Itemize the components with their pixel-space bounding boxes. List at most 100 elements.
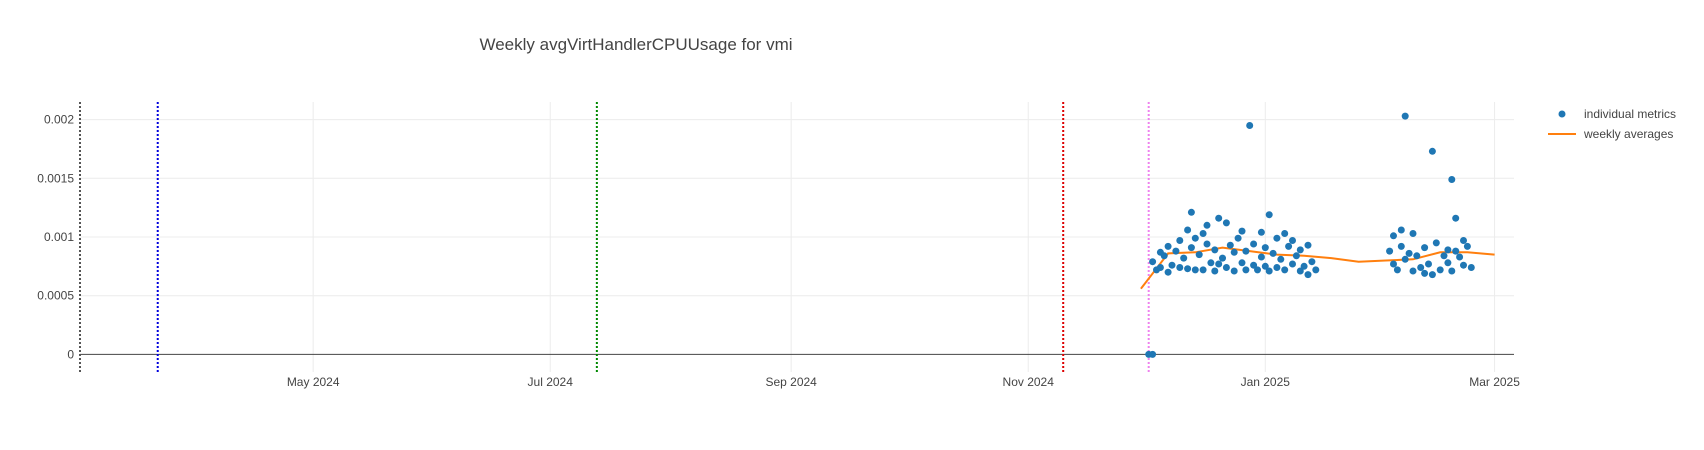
x-axis-ticks: May 2024 Jul 2024 Sep 2024 Nov 2024 Jan 2025… [287, 375, 1520, 389]
metric-point [1417, 264, 1425, 271]
legend-label-individual-metrics: individual metrics [1584, 107, 1676, 121]
metric-point [1226, 241, 1234, 249]
chart-title: Weekly avgVirtHandlerCPUUsage for vmi [479, 35, 792, 54]
metric-point [1257, 253, 1265, 261]
metric-point [1257, 228, 1265, 236]
metric-point [1413, 252, 1421, 260]
metric-point [1285, 242, 1293, 250]
metric-point [1386, 247, 1394, 255]
metric-point [1432, 239, 1440, 247]
metric-point [1219, 254, 1226, 262]
metric-point [1187, 208, 1195, 216]
metric-point [1448, 267, 1456, 275]
metric-point [1425, 260, 1432, 268]
metric-point [1292, 252, 1300, 260]
metric-point [1436, 266, 1444, 274]
metric-point [1448, 176, 1456, 183]
x-tick-label: Jan 2025 [1241, 375, 1291, 389]
metric-point [1405, 249, 1413, 257]
x-tick-label: Mar 2025 [1469, 375, 1520, 389]
metric-point [1273, 264, 1281, 271]
metric-point [1460, 237, 1467, 244]
metric-point [1265, 211, 1273, 219]
metric-point [1180, 254, 1188, 262]
metric-point [1421, 244, 1429, 252]
legend-label-weekly-averages: weekly averages [1583, 127, 1673, 141]
metric-point [1269, 249, 1277, 257]
metric-point [1452, 247, 1460, 255]
metric-point [1397, 226, 1405, 234]
metric-point [1401, 112, 1409, 120]
metric-point [1261, 244, 1269, 252]
metric-point [1277, 255, 1285, 263]
metric-point [1250, 261, 1258, 269]
grid-lines [80, 102, 1514, 372]
metric-point [1261, 262, 1269, 270]
metric-point [1168, 261, 1176, 269]
metric-point [1164, 268, 1172, 276]
y-axis-ticks: 0 0.0005 0.001 0.0015 0.002 [37, 113, 74, 362]
y-tick-label: 0.002 [44, 113, 74, 127]
metric-point [1215, 260, 1223, 268]
metric-point [1160, 252, 1168, 260]
metric-point [1191, 234, 1199, 242]
metric-point [1390, 260, 1397, 268]
metric-point [1156, 264, 1164, 271]
metric-point [1460, 261, 1467, 269]
metric-point [1203, 240, 1211, 248]
metric-point [1452, 214, 1460, 222]
metric-point [1176, 264, 1184, 271]
y-tick-label: 0.0005 [37, 289, 74, 303]
individual-metrics-series [1145, 112, 1475, 358]
metric-point [1281, 230, 1289, 237]
metric-point [1203, 221, 1211, 229]
metric-point [1164, 242, 1172, 250]
metric-point [1409, 230, 1417, 237]
metric-point [1149, 350, 1157, 358]
y-tick-label: 0.0015 [37, 171, 74, 185]
metric-point [1187, 244, 1195, 252]
metric-point [1456, 253, 1464, 261]
metric-point [1440, 252, 1448, 260]
metric-point [1393, 266, 1401, 274]
metric-point [1184, 226, 1192, 234]
metric-point [1199, 266, 1207, 274]
metric-point [1397, 242, 1405, 250]
metric-point [1444, 246, 1452, 254]
metric-point [1428, 147, 1436, 155]
metric-point [1401, 255, 1409, 263]
metric-point [1207, 259, 1215, 267]
metric-point [1246, 122, 1254, 129]
metric-point [1289, 260, 1296, 268]
metric-point [1312, 266, 1320, 274]
metric-point [1265, 267, 1273, 275]
metric-point [1195, 251, 1203, 259]
metric-point [1467, 264, 1475, 271]
vertical-marker-lines [79, 102, 1150, 372]
metric-point [1191, 266, 1199, 274]
x-tick-label: May 2024 [287, 375, 340, 389]
metric-point [1300, 262, 1308, 270]
metric-point [1444, 259, 1452, 267]
metric-point [1234, 234, 1242, 242]
metric-point [1304, 241, 1312, 249]
legend: individual metrics weekly averages [1548, 107, 1676, 141]
x-tick-label: Nov 2024 [1003, 375, 1055, 389]
metric-point [1222, 219, 1230, 227]
metric-point [1222, 264, 1230, 271]
metric-point [1250, 240, 1258, 248]
metric-point [1230, 267, 1238, 275]
metric-point [1172, 247, 1180, 255]
x-tick-label: Jul 2024 [528, 375, 574, 389]
metric-point [1281, 266, 1289, 274]
metric-point [1242, 266, 1250, 274]
metric-point [1254, 266, 1261, 274]
metric-point [1230, 248, 1238, 256]
metric-point [1390, 232, 1397, 240]
metric-point [1238, 227, 1246, 235]
metric-point [1242, 247, 1250, 255]
metric-point [1421, 269, 1429, 277]
metric-point [1149, 258, 1157, 266]
legend-marker-individual-metrics [1558, 110, 1566, 118]
